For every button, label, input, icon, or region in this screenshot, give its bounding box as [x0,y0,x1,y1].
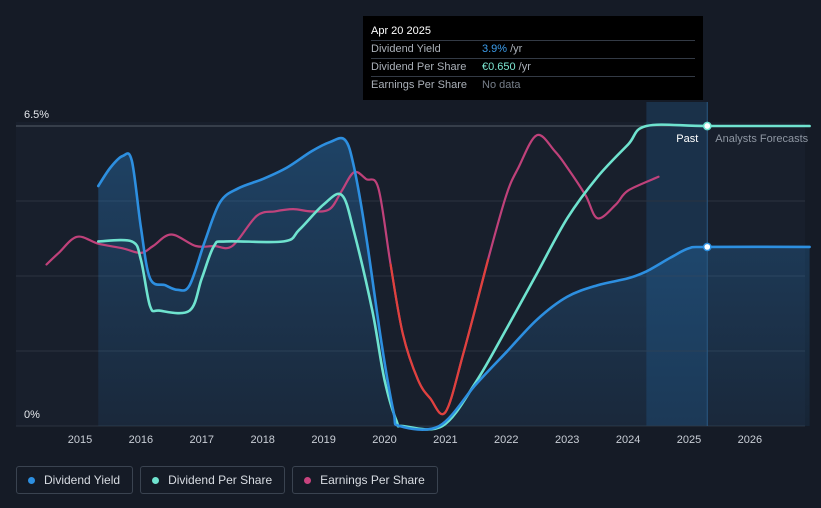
x-tick-label: 2021 [433,434,457,446]
chart-tooltip: Apr 20 2025 Dividend Yield 3.9% /yr Divi… [363,16,703,100]
x-tick-label: 2026 [738,434,762,446]
legend-item-dividend-per-share[interactable]: Dividend Per Share [140,466,286,494]
series-lines [45,123,811,431]
x-axis-ticks: 2015 2016 2017 2018 2019 2020 2021 2022 2023 2024… [68,434,762,446]
legend-label: Dividend Yield [44,473,121,487]
dividend-per-share-marker [702,121,712,131]
y-tick-label: 6.5% [24,109,49,121]
tooltip-label: Dividend Yield [371,43,441,55]
earnings-per-share-line [45,133,660,416]
legend-dot-icon [304,476,312,484]
x-tick-label: 2018 [250,434,274,446]
chart-plot: 6.5%0% 2015 2016 2017 2018 2019 2020 2021 2022 2… [16,102,811,446]
dividend-yield-line [97,136,811,431]
tooltip-value: 3.9% [482,43,508,55]
legend-item-earnings-per-share[interactable]: Earnings Per Share [292,466,438,494]
dividend-per-share-line [97,123,811,431]
legend-item-dividend-yield[interactable]: Dividend Yield [16,466,134,494]
tooltip-date: Apr 20 2025 [371,25,431,37]
legend-label: Dividend Per Share [168,473,273,487]
tooltip-row-earnings-per-share: Earnings Per Share No data [371,76,695,94]
hover-markers [702,121,712,252]
tooltip-unit: /yr [510,43,523,55]
y-tick-label: 0% [24,409,40,421]
x-tick-label: 2023 [555,434,579,446]
legend-dot-icon [28,476,35,484]
x-tick-label: 2017 [190,434,214,446]
past-region-label: Past [676,133,698,145]
x-tick-label: 2015 [68,434,92,446]
tooltip-row-dividend-yield: Dividend Yield 3.9% /yr [371,40,695,58]
earnings-per-share-decline-segment [389,258,490,416]
dividend-yield-marker [702,242,712,252]
tooltip-row-dividend-per-share: Dividend Per Share €0.650 /yr [371,58,695,76]
tooltip-value: No data [482,79,521,91]
tooltip-unit: /yr [518,61,531,73]
legend-label: Earnings Per Share [320,473,425,487]
tooltip-label: Earnings Per Share [371,79,467,91]
forecast-region-label: Analysts Forecasts [715,133,808,145]
chart-legend: Dividend Yield Dividend Per Share Earnin… [16,466,438,494]
x-tick-label: 2024 [616,434,640,446]
x-tick-label: 2022 [494,434,518,446]
x-tick-label: 2019 [311,434,335,446]
legend-dot-icon [152,476,160,484]
x-tick-label: 2020 [372,434,396,446]
x-tick-label: 2025 [677,434,701,446]
tooltip-value: €0.650 [482,61,516,73]
tooltip-label: Dividend Per Share [371,61,467,73]
y-axis-ticks: 6.5% 0% [24,109,49,421]
x-tick-label: 2016 [129,434,153,446]
